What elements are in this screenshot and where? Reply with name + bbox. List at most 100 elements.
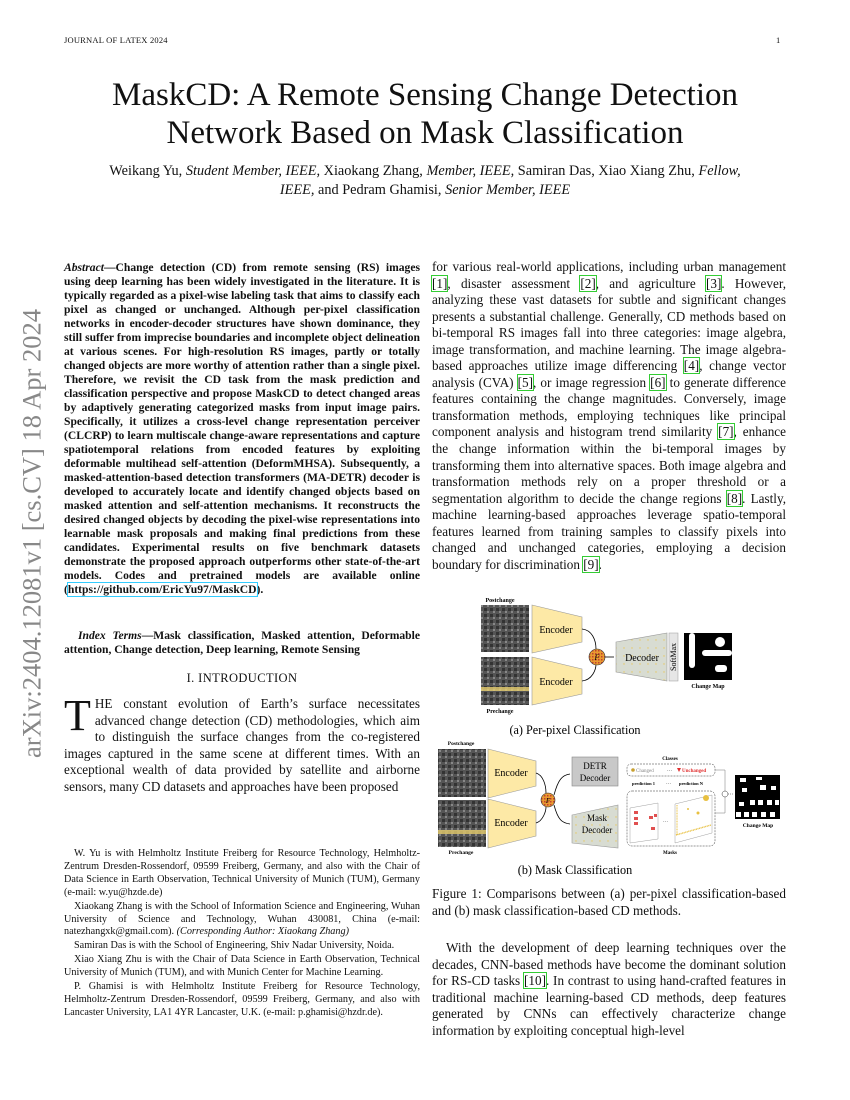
- fusion-icon: [540, 792, 556, 808]
- index-terms: Index Terms—Mask classification, Masked …: [64, 629, 420, 657]
- text: , and agriculture: [595, 275, 706, 291]
- citation-link[interactable]: [1]: [430, 274, 449, 292]
- prediction-1-label: prediction 1: [632, 781, 656, 786]
- mask-prediction-n: [674, 794, 713, 844]
- encoder-block: [487, 748, 537, 799]
- masks-box: [626, 790, 716, 847]
- code-link[interactable]: https://github.com/EricYu97/MaskCD: [66, 582, 258, 597]
- citation-link[interactable]: [9]: [582, 555, 600, 573]
- title-line: Network Based on Mask Classification: [166, 115, 684, 151]
- footnote: W. Yu is with Helmholtz Institute Freibe…: [64, 848, 420, 898]
- mask-decoder-label: Mask: [587, 813, 607, 823]
- postchange-label: Postchange: [448, 741, 475, 747]
- prechange-image: [481, 657, 529, 705]
- class-ellipsis: ···: [667, 769, 672, 774]
- prechange-label: Prechange: [487, 709, 514, 715]
- page-number: 1: [776, 35, 781, 45]
- mask-decoder-label: Decoder: [582, 825, 612, 835]
- figure-1a-per-pixel: Postchange Prechange Encoder Encoder F D…: [481, 598, 732, 737]
- author: and Pedram Ghamisi,: [317, 182, 442, 198]
- right-column-paragraph: for various real-world applications, inc…: [430, 259, 787, 573]
- author: Samiran Das, Xiao Xiang Zhu,: [517, 163, 695, 179]
- subfigure-caption: (b) Mask Classification: [518, 863, 632, 877]
- prechange-image: [438, 800, 486, 847]
- abstract-label: Abstract: [64, 261, 104, 274]
- index-terms-text: —Mask classification, Masked attention, …: [64, 629, 420, 656]
- decoder-block: [615, 632, 668, 682]
- text: for various real-world applications, inc…: [432, 259, 786, 274]
- text: . Lastly, machine learning-based approac…: [432, 490, 786, 572]
- encoder-label: Encoder: [494, 768, 528, 779]
- index-terms-label: Index Terms: [78, 629, 142, 642]
- prechange-label: Prechange: [449, 850, 474, 856]
- multiply-icon: [721, 790, 729, 798]
- citation-link[interactable]: [4]: [682, 357, 701, 375]
- figure-caption: Figure 1: Comparisons between (a) per-pi…: [432, 886, 786, 918]
- author-role: Student Member, IEEE,: [185, 163, 321, 179]
- text: , enhance the change information within …: [432, 424, 786, 506]
- author: Xiaokang Zhang,: [323, 163, 423, 179]
- change-map-image: [735, 775, 780, 819]
- postchange-image: [481, 605, 529, 652]
- abstract-end: ).: [256, 583, 264, 596]
- encoder-block: [531, 656, 583, 706]
- text: .: [598, 556, 602, 572]
- text: to generate difference features containi…: [432, 374, 786, 440]
- citation-link[interactable]: [7]: [717, 423, 735, 441]
- prediction-n-label: prediction N: [679, 781, 704, 786]
- encoder-label: Encoder: [494, 818, 528, 829]
- footnote: Samiran Das is with the School of Engine…: [74, 940, 395, 952]
- postchange-label: Postchange: [486, 598, 515, 604]
- intro-paragraph: T HE constant evolution of Earth’s surfac…: [64, 694, 420, 795]
- softmax-block: [668, 632, 679, 682]
- figure-1b-mask-classification: Postchange Prechange Encoder Encoder F D…: [438, 741, 780, 877]
- encoder-block: [487, 798, 537, 849]
- author-role: Senior Member, IEEE: [445, 182, 571, 198]
- corresponding-author: (Corresponding Author: Xiaokang Zhang): [176, 926, 349, 938]
- decoder-label: Decoder: [625, 653, 660, 664]
- citation-link[interactable]: [3]: [704, 274, 723, 292]
- text: . However, analyzing these vast datasets…: [432, 275, 786, 374]
- arxiv-sidebar-stamp: arXiv:2404.12081v1 [cs.CV] 18 Apr 2024: [16, 309, 47, 758]
- class-changed: Changed: [636, 769, 654, 774]
- footnote: Xiao Xiang Zhu is with the Chair of Data…: [64, 954, 420, 979]
- footnote-text: Xiaokang Zhang is with the School of Inf…: [64, 900, 420, 938]
- encoder-label: Encoder: [539, 677, 573, 688]
- author-role: Member, IEEE,: [426, 163, 515, 179]
- author-list: Weikang Yu, Student Member, IEEE, Xiaoka…: [100, 162, 750, 200]
- subfigure-caption: (a) Per-pixel Classification: [509, 723, 640, 737]
- footnotes: W. Yu is with Helmholtz Institute Freibe…: [64, 848, 420, 1021]
- mask-decoder-block: [571, 804, 619, 849]
- change-map-label: Change Map: [691, 684, 725, 690]
- detr-decoder-block: [571, 756, 619, 787]
- text: , change vector analysis (CVA): [432, 358, 787, 390]
- citation-link[interactable]: [5]: [516, 373, 535, 391]
- text: , or image regression: [533, 374, 651, 390]
- softmax-label: SoftMax: [669, 643, 678, 671]
- change-map-image: [684, 633, 732, 680]
- text: . In contrast to using hand-crafted feat…: [432, 973, 787, 1038]
- citation-link[interactable]: [2]: [579, 274, 597, 292]
- footnote: Xiaokang Zhang is with the School of Inf…: [64, 901, 420, 940]
- abstract-text: —Change detection (CD) from remote sensi…: [64, 261, 420, 596]
- section-heading: I. INTRODUCTION: [186, 671, 298, 685]
- prediction-ellipsis: ···: [666, 782, 671, 787]
- masks-ellipsis: ···: [663, 820, 668, 825]
- author: Weikang Yu,: [109, 163, 183, 179]
- footnote: P. Ghamisi is with Helmholtz Institute F…: [64, 981, 420, 1018]
- detr-decoder-label: DETR: [583, 761, 607, 771]
- masks-label: Masks: [663, 851, 677, 856]
- citation-link[interactable]: [10]: [522, 972, 547, 990]
- running-header: JOURNAL OF LATEX 2024: [64, 35, 168, 45]
- class-unchanged: Unchanged: [682, 769, 706, 774]
- classes-label: Classes: [662, 757, 678, 762]
- citation-link[interactable]: [8]: [725, 489, 744, 507]
- author-role: Fellow, IEEE,: [279, 163, 741, 198]
- change-map-label: Change Map: [743, 823, 773, 829]
- abstract: Abstract—Change detection (CD) from remo…: [64, 261, 420, 597]
- fusion-label: F: [594, 653, 600, 662]
- citation-link[interactable]: [6]: [649, 373, 667, 391]
- paper-title: MaskCD: A Remote Sensing Change Detectio…: [60, 76, 790, 152]
- text: , disaster assessment: [447, 275, 581, 291]
- encoder-label: Encoder: [539, 625, 573, 636]
